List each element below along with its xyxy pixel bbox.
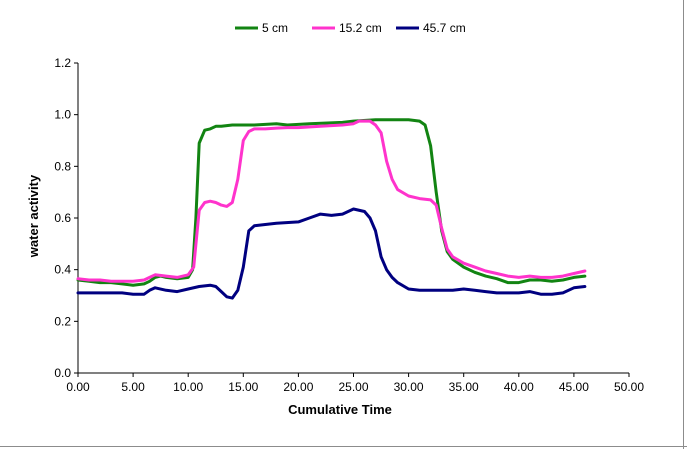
legend: 5 cm 15.2 cm 45.7 cm: [235, 21, 466, 35]
y-tick-label: 0.2: [54, 314, 71, 328]
y-tick-label: 0.8: [54, 159, 71, 173]
y-tick-label: 0.6: [54, 211, 71, 225]
series-line-45-7-cm: [76, 207, 587, 300]
y-axis-title: water activity: [26, 174, 41, 258]
x-tick-label: 30.00: [394, 380, 424, 394]
axes: 0.0 0.2 0.4 0.6 0.8 1.0 1.2 0.00 5.00 10.00 15.00 2…: [54, 56, 644, 394]
x-tick-label: 50.00: [614, 380, 644, 394]
x-tick-label: 40.00: [504, 380, 534, 394]
series-line-5-cm: [76, 118, 587, 287]
legend-label-15-2-cm: 15.2 cm: [339, 21, 382, 35]
y-tick-label: 1.0: [54, 108, 71, 122]
x-axis-title: Cumulative Time: [288, 402, 392, 417]
y-tick-label: 0.4: [54, 263, 71, 277]
x-tick-label: 5.00: [121, 380, 145, 394]
x-tick-label: 0.00: [66, 380, 90, 394]
plot-lines: [76, 118, 587, 300]
x-tick-label: 45.00: [559, 380, 589, 394]
x-tick-label: 25.00: [338, 380, 368, 394]
x-tick-label: 20.00: [283, 380, 313, 394]
legend-label-45-7-cm: 45.7 cm: [423, 21, 466, 35]
x-tick-label: 35.00: [449, 380, 479, 394]
frame-edge-right: [683, 0, 684, 449]
y-tick-label: 1.2: [54, 56, 71, 70]
y-tick-label: 0.0: [54, 366, 71, 380]
legend-label-5-cm: 5 cm: [262, 21, 288, 35]
x-tick-label: 15.00: [228, 380, 258, 394]
series-line-15-2-cm: [76, 119, 587, 283]
frame-edge-bottom: [0, 446, 687, 447]
x-tick-label: 10.00: [173, 380, 203, 394]
